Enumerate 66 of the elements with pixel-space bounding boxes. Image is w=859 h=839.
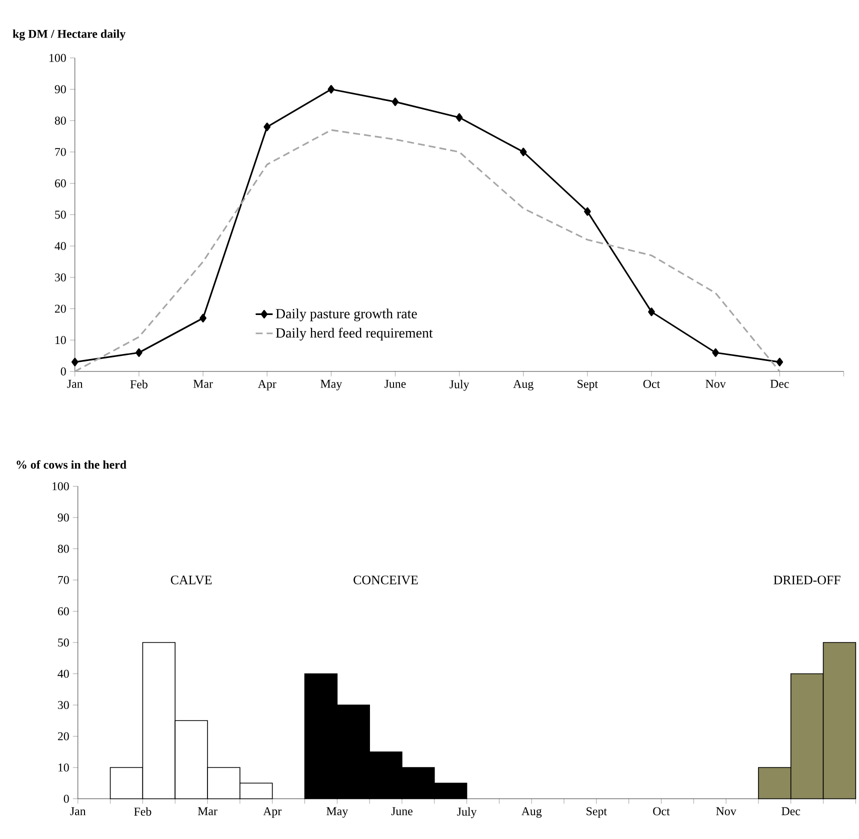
- x-tick-label: May: [326, 807, 348, 818]
- point: [200, 314, 206, 323]
- y-tick-label: 10: [58, 764, 69, 772]
- x-tick-label: Mar: [193, 380, 213, 388]
- x-tick-label: Mar: [198, 807, 218, 816]
- x-tick-label: June: [391, 807, 412, 816]
- y-tick-label: 20: [58, 732, 69, 740]
- y-tick-label: 100: [52, 482, 69, 490]
- legend-label: Daily herd feed requirement: [276, 328, 433, 341]
- x-tick-label: Aug: [513, 380, 534, 391]
- annotation: DRIED-OFF: [774, 576, 840, 584]
- legend-label: Daily pasture growth rate: [276, 308, 417, 322]
- point: [328, 85, 335, 94]
- y-tick-label: 30: [55, 273, 66, 282]
- annotation: CONCEIVE: [354, 576, 418, 585]
- x-tick-label: Sept: [578, 380, 598, 391]
- line-series: [74, 129, 780, 372]
- y-tick-label: 40: [54, 242, 66, 250]
- x-tick-label: Dec: [770, 380, 789, 388]
- point: [712, 348, 719, 358]
- y-tick-label: 50: [58, 638, 69, 647]
- y-tick-label: 60: [54, 179, 66, 188]
- x-tick-label: June: [384, 380, 406, 388]
- y-tick-label: 0: [64, 794, 69, 803]
- x-tick-label: July: [450, 380, 470, 391]
- y-tick-label: 30: [58, 701, 69, 710]
- point: [456, 113, 463, 122]
- x-tick-label: May: [320, 380, 342, 390]
- x-tick-label: Dec: [782, 807, 800, 816]
- x-tick-label: Nov: [716, 807, 736, 816]
- point: [776, 358, 784, 366]
- y-tick-label: 50: [55, 210, 66, 219]
- y-tick-label: 60: [58, 607, 69, 616]
- y-tick-label: 100: [50, 54, 66, 62]
- point: [136, 348, 142, 358]
- x-tick-label: Nov: [706, 380, 726, 388]
- x-tick-label: Oct: [643, 380, 660, 388]
- y-tick-label: 70: [55, 148, 66, 156]
- point: [392, 98, 399, 106]
- y-tick-label: 20: [54, 304, 66, 313]
- x-tick-label: Feb: [134, 807, 152, 816]
- y-tick-label: 90: [58, 514, 69, 522]
- y-axis-title: kg DM / Hectare daily: [12, 30, 126, 41]
- point: [71, 358, 78, 366]
- point: [648, 308, 655, 316]
- x-tick-label: Apr: [258, 380, 276, 390]
- y-tick-label: 80: [58, 544, 69, 553]
- x-tick-label: Feb: [130, 380, 148, 388]
- y-axis-title: % of cows in the herd: [16, 460, 126, 469]
- point: [264, 122, 270, 132]
- y-tick-label: 10: [55, 336, 66, 344]
- x-tick-label: Oct: [653, 807, 670, 816]
- x-tick-label: Aug: [521, 807, 542, 818]
- y-tick-label: 80: [54, 116, 66, 125]
- x-tick-label: Apr: [263, 807, 282, 818]
- point: [520, 148, 527, 156]
- y-tick-label: 40: [58, 670, 69, 678]
- y-tick-label: 90: [54, 85, 66, 94]
- y-tick-label: 0: [60, 368, 66, 376]
- x-tick-label: July: [457, 807, 477, 818]
- point: [584, 207, 591, 216]
- x-tick-label: Sept: [586, 807, 607, 818]
- x-tick-label: Jan: [70, 807, 86, 816]
- x-tick-label: Jan: [67, 380, 83, 388]
- y-tick-label: 70: [58, 576, 69, 584]
- annotation: CALVE: [170, 576, 212, 585]
